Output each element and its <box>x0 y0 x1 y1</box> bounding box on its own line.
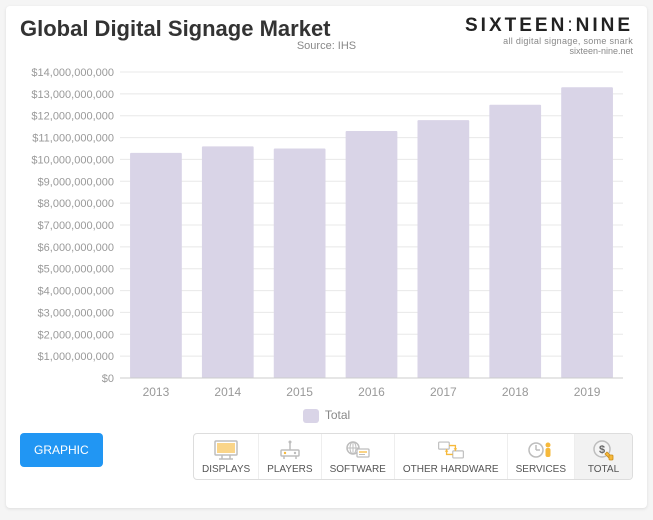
tab-strip: DISPLAYS PLAYERS SOFTWARE OTHER HARDWARE SER… <box>193 433 633 480</box>
svg-text:$8,000,000,000: $8,000,000,000 <box>38 198 114 210</box>
card: Global Digital Signage Market Source: IH… <box>6 6 647 508</box>
tab-services[interactable]: SERVICES <box>507 434 574 479</box>
svg-text:$4,000,000,000: $4,000,000,000 <box>38 286 114 298</box>
svg-text:$7,000,000,000: $7,000,000,000 <box>38 220 114 232</box>
svg-text:$1,000,000,000: $1,000,000,000 <box>38 351 114 363</box>
svg-text:2015: 2015 <box>286 385 313 399</box>
chart-svg: $0 $1,000,000,000 $2,000,000,000 $3,000,000… <box>20 66 633 406</box>
brand-url: sixteen-nine.net <box>465 47 633 57</box>
svg-text:$: $ <box>598 444 604 456</box>
brand-logo-right: NINE <box>576 15 633 36</box>
tab-label: TOTAL <box>588 464 619 475</box>
header: Global Digital Signage Market Source: IH… <box>20 16 633 66</box>
tab-label: OTHER HARDWARE <box>403 464 499 475</box>
players-icon <box>275 438 305 462</box>
svg-text:$11,000,000,000: $11,000,000,000 <box>32 133 114 145</box>
tab-displays[interactable]: DISPLAYS <box>194 434 258 479</box>
software-icon <box>343 438 373 462</box>
tab-label: SOFTWARE <box>330 464 386 475</box>
bar-chart: $0 $1,000,000,000 $2,000,000,000 $3,000,000… <box>20 66 633 406</box>
svg-text:2016: 2016 <box>358 385 385 399</box>
legend-label: Total <box>325 408 350 422</box>
bottom-bar: GRAPHIC DISPLAYS PLAYERS SOFTWARE OTHER HAR… <box>20 433 633 480</box>
graphic-button[interactable]: GRAPHIC <box>20 433 103 467</box>
tab-other-hardware[interactable]: OTHER HARDWARE <box>394 434 507 479</box>
svg-text:$2,000,000,000: $2,000,000,000 <box>38 329 114 341</box>
legend: Total <box>20 408 633 423</box>
tab-label: PLAYERS <box>267 464 312 475</box>
displays-icon <box>211 438 241 462</box>
svg-text:2018: 2018 <box>502 385 529 399</box>
brand-logo-text: SIXTEEN:NINE <box>465 16 633 37</box>
svg-text:$14,000,000,000: $14,000,000,000 <box>31 67 114 79</box>
legend-swatch <box>303 409 319 423</box>
tab-software[interactable]: SOFTWARE <box>321 434 394 479</box>
svg-text:$9,000,000,000: $9,000,000,000 <box>38 176 114 188</box>
tab-players[interactable]: PLAYERS <box>258 434 320 479</box>
svg-text:$12,000,000,000: $12,000,000,000 <box>31 111 114 123</box>
brand-logo: SIXTEEN:NINE all digital signage, some s… <box>465 16 633 57</box>
svg-text:$10,000,000,000: $10,000,000,000 <box>31 154 114 166</box>
svg-text:2014: 2014 <box>214 385 241 399</box>
svg-text:2017: 2017 <box>430 385 457 399</box>
svg-text:$3,000,000,000: $3,000,000,000 <box>38 307 114 319</box>
svg-text:2019: 2019 <box>574 385 601 399</box>
tab-total[interactable]: $ TOTAL <box>574 434 632 479</box>
svg-text:2013: 2013 <box>143 385 170 399</box>
tab-label: DISPLAYS <box>202 464 250 475</box>
svg-text:$13,000,000,000: $13,000,000,000 <box>31 89 114 101</box>
other-hardware-icon <box>436 438 466 462</box>
svg-text:$6,000,000,000: $6,000,000,000 <box>38 242 114 254</box>
svg-text:$5,000,000,000: $5,000,000,000 <box>38 264 114 276</box>
tab-label: SERVICES <box>516 464 566 475</box>
brand-logo-left: SIXTEEN <box>465 15 567 36</box>
services-icon <box>526 438 556 462</box>
svg-text:$0: $0 <box>102 373 114 385</box>
total-icon: $ <box>589 438 619 462</box>
